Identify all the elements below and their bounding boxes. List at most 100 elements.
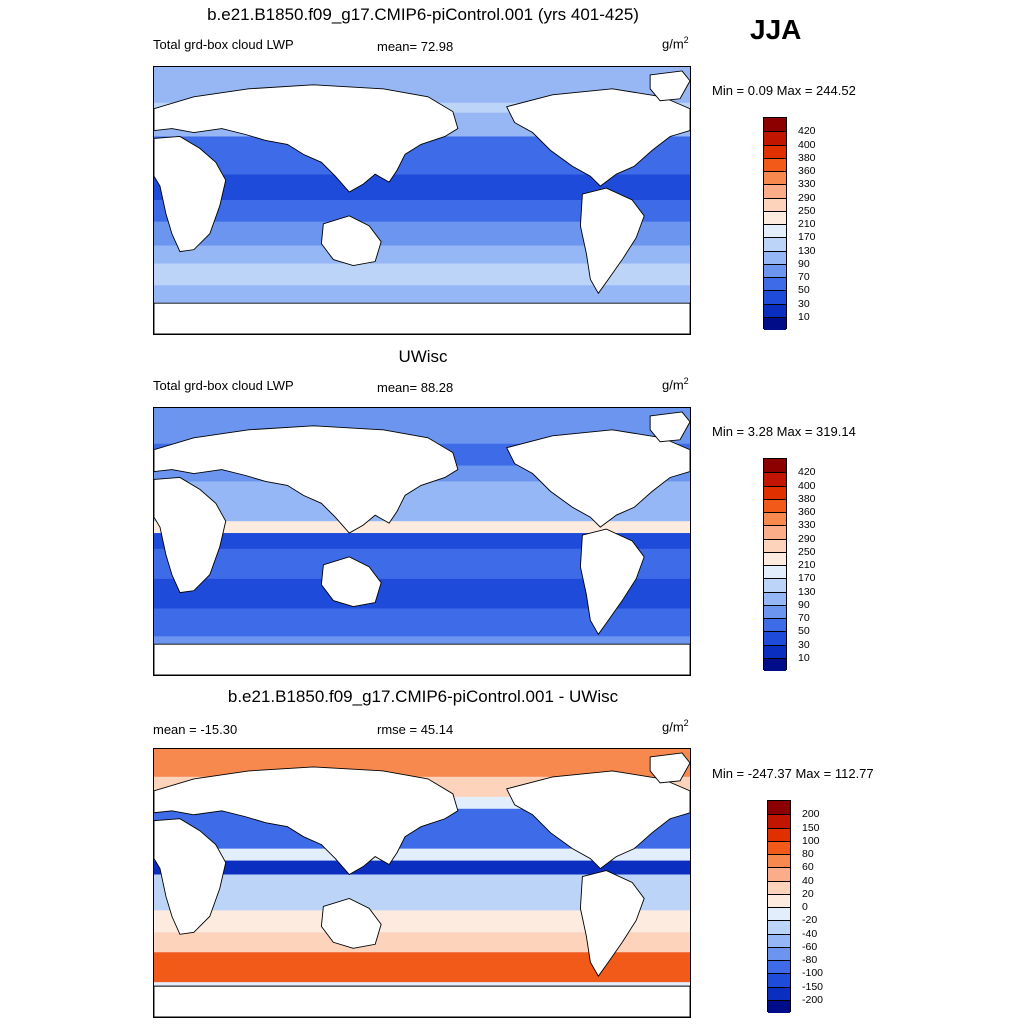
colorbar-box [768, 880, 790, 894]
colorbar-tick-label: 330 [798, 178, 816, 191]
colorbar-box [768, 814, 790, 828]
panel-1-colorbar: 420 400 380 360 330 290 250 210 170 130 90 70 50 30 10 [763, 117, 816, 330]
colorbar-box [764, 303, 786, 317]
land-outline [154, 985, 690, 1017]
colorbar-box [768, 827, 790, 841]
colorbar-tick-label: 90 [798, 598, 810, 611]
colorbar-tick-label: 150 [802, 821, 820, 834]
field-band [154, 533, 690, 549]
colorbar-tick-label: 10 [798, 310, 810, 323]
colorbar-box [764, 171, 786, 185]
colorbar-tick-label: 420 [798, 125, 816, 138]
colorbar-box [764, 144, 786, 158]
panel-1-unit-label: g/m2 [662, 35, 689, 52]
colorbar-box [764, 263, 786, 277]
colorbar-box [764, 485, 786, 499]
colorbar-tick-label: -150 [802, 980, 824, 993]
land-outline [649, 70, 690, 102]
map-canvas [154, 67, 690, 334]
colorbar-box [768, 840, 790, 854]
land-outline [154, 477, 227, 594]
colorbar-tick-label: 400 [798, 138, 816, 151]
land-outline [506, 429, 690, 528]
field-band [154, 263, 690, 286]
panel-3-colorbar: 200 150 100 80 60 40 20 0 -20 -40 -60 -80 -100 -150 -2… [767, 800, 823, 1013]
colorbar-box [768, 867, 790, 881]
field-band [154, 521, 690, 534]
colorbar-box [764, 184, 786, 198]
land-outline [154, 302, 690, 334]
panel-1-mean-label: mean= 72.98 [377, 39, 454, 54]
season-label: JJA [750, 14, 802, 45]
field-band [154, 245, 690, 264]
panel-3-title: b.e21.B1850.f09_g17.CMIP6-piControl.001 … [227, 687, 619, 706]
colorbar-box [764, 459, 786, 473]
land-outline [579, 187, 645, 295]
field-band [154, 910, 690, 933]
colorbar-box [764, 157, 786, 171]
colorbar-box [764, 604, 786, 618]
colorbar-box [764, 631, 786, 645]
colorbar-box [768, 973, 790, 987]
panel-1-title: b.e21.B1850.f09_g17.CMIP6-piControl.001 … [207, 5, 639, 24]
colorbar-tick-label: 30 [798, 638, 810, 651]
land-outline [320, 215, 382, 266]
colorbar-box [764, 618, 786, 632]
colorbar-tick-label: 200 [802, 808, 820, 821]
colorbar-tick-label: 50 [798, 284, 810, 297]
colorbar-box [764, 538, 786, 552]
colorbar-box [768, 999, 790, 1013]
land-outline [649, 752, 690, 784]
colorbar-tick-label: 360 [798, 506, 816, 518]
colorbar-box [764, 210, 786, 224]
colorbar-tick-label: 360 [798, 165, 816, 177]
colorbar-box [768, 907, 790, 921]
colorbar-box [768, 854, 790, 868]
colorbar-tick-label: 80 [802, 848, 814, 860]
land-outline [154, 84, 459, 193]
colorbar-box [764, 237, 786, 251]
colorbar-tick-label: 250 [798, 204, 816, 217]
colorbar-tick-label: 290 [798, 532, 816, 545]
land-outline [649, 411, 690, 443]
colorbar-tick-label: 290 [798, 191, 816, 204]
field-band [154, 285, 690, 304]
panel-2-colorbar: 420 400 380 360 330 290 250 210 170 130 90 70 50 30 10 [763, 458, 816, 671]
land-outline [506, 88, 690, 187]
field-band [154, 860, 690, 875]
colorbar-box [768, 946, 790, 960]
colorbar-box [764, 657, 786, 671]
panel-2-min-max-label: Min = 3.28 Max = 319.14 [712, 424, 856, 439]
colorbar-box [768, 893, 790, 907]
colorbar-box [764, 472, 786, 486]
panel-1-min-max-label: Min = 0.09 Max = 244.52 [712, 83, 856, 98]
map-canvas [154, 408, 690, 675]
colorbar-box [768, 960, 790, 974]
colorbar-tick-label: 0 [802, 901, 808, 913]
colorbar-tick-label: 70 [798, 271, 810, 283]
colorbar-tick-label: 170 [798, 231, 816, 244]
colorbar-tick-label: 50 [798, 625, 810, 638]
colorbar-box [764, 498, 786, 512]
colorbar-tick-label: 10 [798, 651, 810, 664]
panel-3-mean-label: mean = -15.30 [153, 722, 238, 737]
colorbar-tick-label: 30 [798, 297, 810, 310]
colorbar-box [764, 551, 786, 565]
colorbar-tick-label: 100 [802, 834, 820, 847]
colorbar-tick-label: 130 [798, 244, 816, 257]
colorbar-box [768, 986, 790, 1000]
panel-2-map [153, 407, 691, 676]
colorbar-tick-label: 330 [798, 519, 816, 532]
land-outline [154, 643, 690, 675]
panel-1-map [153, 66, 691, 335]
colorbar-tick-label: 400 [798, 479, 816, 492]
panel-3-rmse-label: rmse = 45.14 [377, 722, 454, 737]
land-outline [320, 897, 382, 949]
colorbar-tick-label: 210 [798, 559, 816, 571]
land-outline [506, 770, 690, 870]
panel-2-title: UWisc [398, 347, 448, 366]
colorbar-box [764, 525, 786, 539]
land-outline [579, 870, 645, 977]
colorbar-box [764, 250, 786, 264]
colorbar-box [764, 512, 786, 526]
